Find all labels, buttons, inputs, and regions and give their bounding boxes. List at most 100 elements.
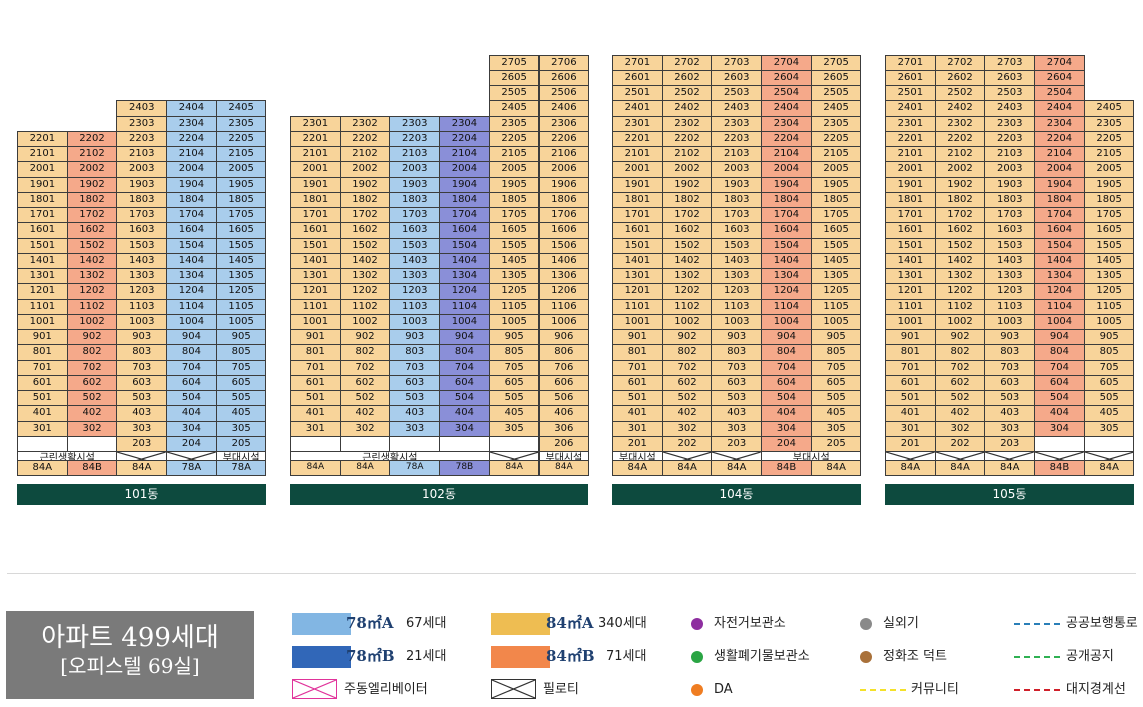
unit-cell[interactable]: 2403 xyxy=(116,100,168,117)
unit-cell[interactable]: 1805 xyxy=(810,191,862,208)
unit-cell[interactable]: 802 xyxy=(934,344,986,361)
unit-cell[interactable]: 704 xyxy=(166,359,217,376)
unit-cell[interactable]: 1802 xyxy=(66,191,118,208)
unit-cell[interactable]: 2001 xyxy=(17,161,68,178)
unit-cell[interactable]: 802 xyxy=(66,344,118,361)
unit-cell[interactable]: 403 xyxy=(116,405,168,422)
unit-cell[interactable]: 1803 xyxy=(389,191,441,208)
unit-cell[interactable]: 1905 xyxy=(488,176,540,193)
unit-cell[interactable]: 1101 xyxy=(290,298,341,315)
unit-cell[interactable]: 803 xyxy=(984,344,1036,361)
unit-cell[interactable]: 1701 xyxy=(290,207,341,224)
unit-cell[interactable]: 2101 xyxy=(17,146,68,163)
unit-cell[interactable]: 203 xyxy=(984,435,1036,452)
unit-cell[interactable]: 501 xyxy=(612,390,663,407)
unit-cell[interactable]: 603 xyxy=(984,374,1036,391)
unit-cell[interactable]: 2201 xyxy=(612,130,663,147)
unit-cell[interactable]: 1101 xyxy=(885,298,936,315)
unit-cell[interactable]: 302 xyxy=(661,420,713,437)
unit-cell[interactable]: 1504 xyxy=(1034,237,1085,254)
unit-cell[interactable]: 1602 xyxy=(66,222,118,239)
unit-cell[interactable]: 1505 xyxy=(488,237,540,254)
unit-cell[interactable]: 1803 xyxy=(711,191,763,208)
unit-cell[interactable]: 901 xyxy=(290,329,341,346)
unit-cell[interactable]: 1803 xyxy=(984,191,1036,208)
unit-cell[interactable]: 2305 xyxy=(488,115,540,132)
unit-cell[interactable]: 1105 xyxy=(488,298,540,315)
unit-cell[interactable]: 1703 xyxy=(711,207,763,224)
unit-cell[interactable]: 601 xyxy=(612,374,663,391)
unit-cell[interactable]: 403 xyxy=(389,405,441,422)
unit-cell[interactable]: 502 xyxy=(934,390,986,407)
unit-cell[interactable]: 1703 xyxy=(984,207,1036,224)
unit-cell[interactable]: 1102 xyxy=(339,298,391,315)
unit-cell[interactable]: 203 xyxy=(116,435,168,452)
unit-cell[interactable]: 1701 xyxy=(885,207,936,224)
unit-cell[interactable]: 904 xyxy=(1034,329,1085,346)
unit-cell[interactable]: 2703 xyxy=(984,54,1036,71)
unit-cell[interactable]: 1504 xyxy=(761,237,812,254)
unit-cell[interactable]: 1804 xyxy=(1034,191,1085,208)
unit-cell[interactable]: 1001 xyxy=(17,313,68,330)
unit-cell[interactable]: 2201 xyxy=(17,130,68,147)
unit-cell[interactable]: 503 xyxy=(984,390,1036,407)
unit-cell[interactable]: 2003 xyxy=(116,161,168,178)
unit-cell[interactable]: 2301 xyxy=(885,115,936,132)
unit-cell[interactable]: 403 xyxy=(984,405,1036,422)
unit-cell[interactable]: 1001 xyxy=(612,313,663,330)
unit-cell[interactable]: 2403 xyxy=(711,100,763,117)
unit-cell[interactable]: 905 xyxy=(810,329,862,346)
unit-cell[interactable]: 1003 xyxy=(711,313,763,330)
unit-cell[interactable]: 1506 xyxy=(538,237,590,254)
unit-cell[interactable]: 603 xyxy=(116,374,168,391)
unit-cell[interactable]: 2004 xyxy=(166,161,217,178)
unit-cell[interactable]: 305 xyxy=(1083,420,1135,437)
unit-cell[interactable]: 1204 xyxy=(1034,283,1085,300)
unit-cell[interactable]: 903 xyxy=(116,329,168,346)
unit-cell[interactable]: 2205 xyxy=(488,130,540,147)
unit-cell[interactable]: 1606 xyxy=(538,222,590,239)
unit-cell[interactable]: 2305 xyxy=(1083,115,1135,132)
unit-cell[interactable]: 2503 xyxy=(984,85,1036,102)
unit-cell[interactable]: 1203 xyxy=(984,283,1036,300)
unit-cell[interactable]: 404 xyxy=(1034,405,1085,422)
unit-cell[interactable]: 1704 xyxy=(166,207,217,224)
unit-cell[interactable]: 304 xyxy=(761,420,812,437)
unit-cell[interactable]: 2302 xyxy=(339,115,391,132)
unit-cell[interactable]: 1204 xyxy=(166,283,217,300)
unit-cell[interactable]: 1901 xyxy=(885,176,936,193)
unit-cell[interactable]: 804 xyxy=(1034,344,1085,361)
unit-cell[interactable]: 205 xyxy=(215,435,267,452)
unit-cell[interactable]: 902 xyxy=(339,329,391,346)
unit-cell[interactable]: 1003 xyxy=(116,313,168,330)
unit-cell[interactable]: 2004 xyxy=(1034,161,1085,178)
unit-cell[interactable]: 1403 xyxy=(116,252,168,269)
unit-cell[interactable]: 2704 xyxy=(761,54,812,71)
unit-cell[interactable]: 1703 xyxy=(116,207,168,224)
unit-cell[interactable]: 2505 xyxy=(810,85,862,102)
unit-cell[interactable]: 1701 xyxy=(612,207,663,224)
unit-cell[interactable]: 1904 xyxy=(1034,176,1085,193)
unit-cell[interactable]: 1005 xyxy=(1083,313,1135,330)
unit-cell[interactable]: 2302 xyxy=(934,115,986,132)
unit-cell[interactable]: 1705 xyxy=(488,207,540,224)
unit-cell[interactable]: 1902 xyxy=(339,176,391,193)
unit-cell[interactable]: 1605 xyxy=(1083,222,1135,239)
unit-cell[interactable]: 701 xyxy=(612,359,663,376)
unit-cell[interactable]: 403 xyxy=(711,405,763,422)
unit-cell[interactable]: 2504 xyxy=(761,85,812,102)
unit-cell[interactable]: 504 xyxy=(166,390,217,407)
unit-cell[interactable]: 602 xyxy=(661,374,713,391)
unit-cell[interactable]: 503 xyxy=(116,390,168,407)
unit-cell[interactable]: 306 xyxy=(538,420,590,437)
unit-cell[interactable]: 501 xyxy=(17,390,68,407)
unit-cell[interactable]: 601 xyxy=(17,374,68,391)
unit-cell[interactable]: 1306 xyxy=(538,268,590,285)
unit-cell[interactable]: 1804 xyxy=(439,191,490,208)
unit-cell[interactable]: 1304 xyxy=(166,268,217,285)
unit-cell[interactable]: 2405 xyxy=(1083,100,1135,117)
unit-cell[interactable]: 1401 xyxy=(17,252,68,269)
unit-cell[interactable]: 1705 xyxy=(215,207,267,224)
unit-cell[interactable]: 1705 xyxy=(810,207,862,224)
unit-cell[interactable]: 305 xyxy=(810,420,862,437)
